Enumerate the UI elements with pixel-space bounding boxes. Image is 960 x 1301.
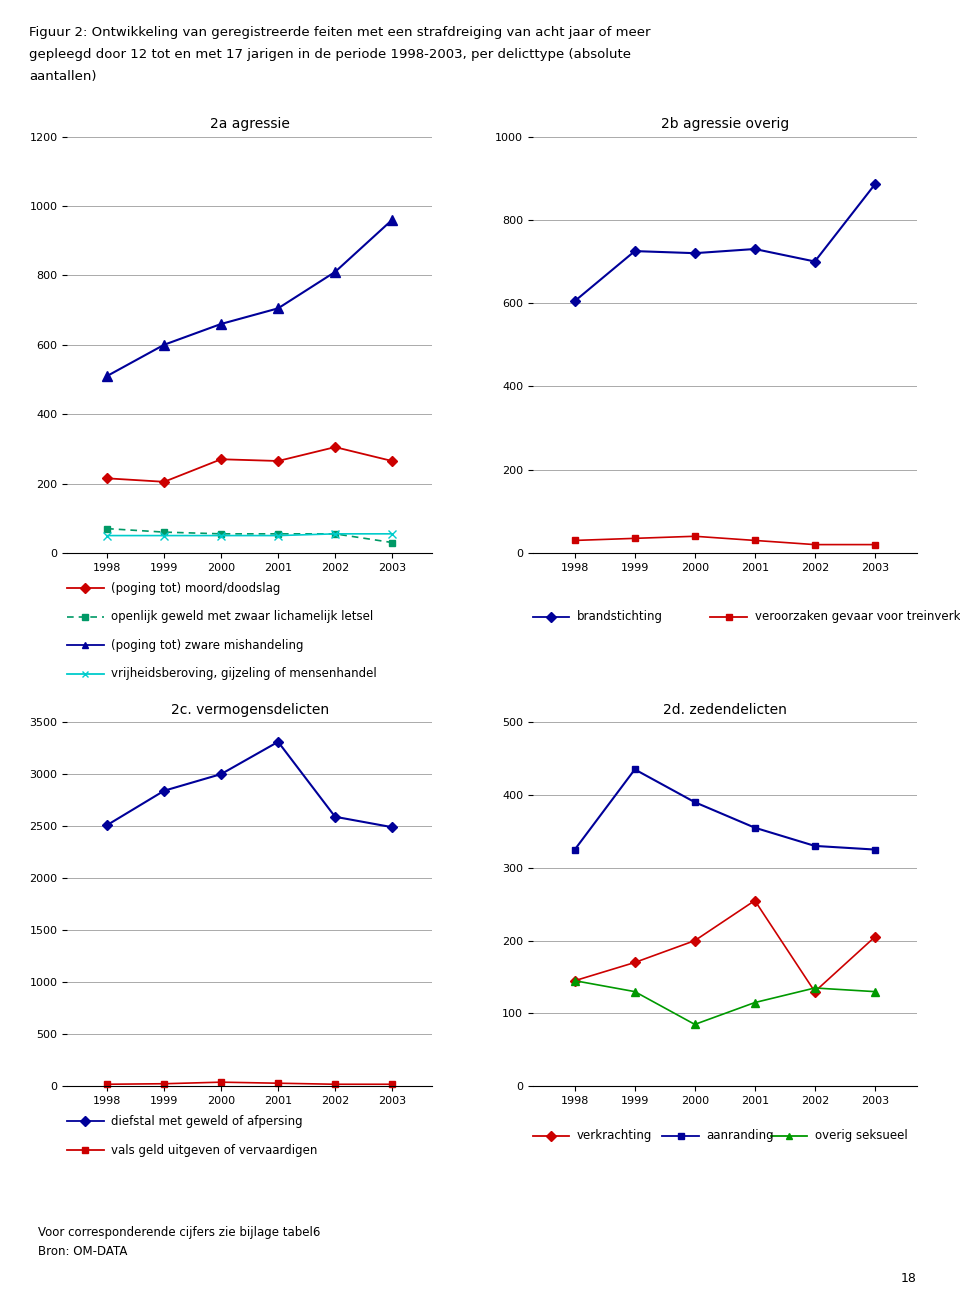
Text: Figuur 2: Ontwikkeling van geregistreerde feiten met een strafdreiging van acht : Figuur 2: Ontwikkeling van geregistreerd…: [29, 26, 650, 39]
Text: vrijheidsberoving, gijzeling of mensenhandel: vrijheidsberoving, gijzeling of mensenha…: [111, 667, 377, 680]
Text: veroorzaken gevaar voor treinverkeer: veroorzaken gevaar voor treinverkeer: [755, 610, 960, 623]
Text: gepleegd door 12 tot en met 17 jarigen in de periode 1998-2003, per delicttype (: gepleegd door 12 tot en met 17 jarigen i…: [29, 48, 631, 61]
Text: Bron: OM-DATA: Bron: OM-DATA: [38, 1245, 128, 1258]
Text: vals geld uitgeven of vervaardigen: vals geld uitgeven of vervaardigen: [111, 1144, 318, 1157]
Text: brandstichting: brandstichting: [577, 610, 663, 623]
Text: Voor corresponderende cijfers zie bijlage tabel6: Voor corresponderende cijfers zie bijlag…: [38, 1226, 321, 1239]
Text: (poging tot) moord/doodslag: (poging tot) moord/doodslag: [111, 582, 280, 595]
Text: (poging tot) zware mishandeling: (poging tot) zware mishandeling: [111, 639, 304, 652]
Title: 2a agressie: 2a agressie: [209, 117, 290, 131]
Title: 2c. vermogensdelicten: 2c. vermogensdelicten: [171, 703, 328, 717]
Text: diefstal met geweld of afpersing: diefstal met geweld of afpersing: [111, 1115, 303, 1128]
Title: 2d. zedendelicten: 2d. zedendelicten: [662, 703, 787, 717]
Text: aantallen): aantallen): [29, 70, 96, 83]
Text: overig seksueel: overig seksueel: [815, 1129, 908, 1142]
Text: openlijk geweld met zwaar lichamelijk letsel: openlijk geweld met zwaar lichamelijk le…: [111, 610, 373, 623]
Text: 18: 18: [900, 1272, 917, 1285]
Title: 2b agressie overig: 2b agressie overig: [660, 117, 789, 131]
Text: aanranding: aanranding: [707, 1129, 774, 1142]
Text: verkrachting: verkrachting: [577, 1129, 653, 1142]
